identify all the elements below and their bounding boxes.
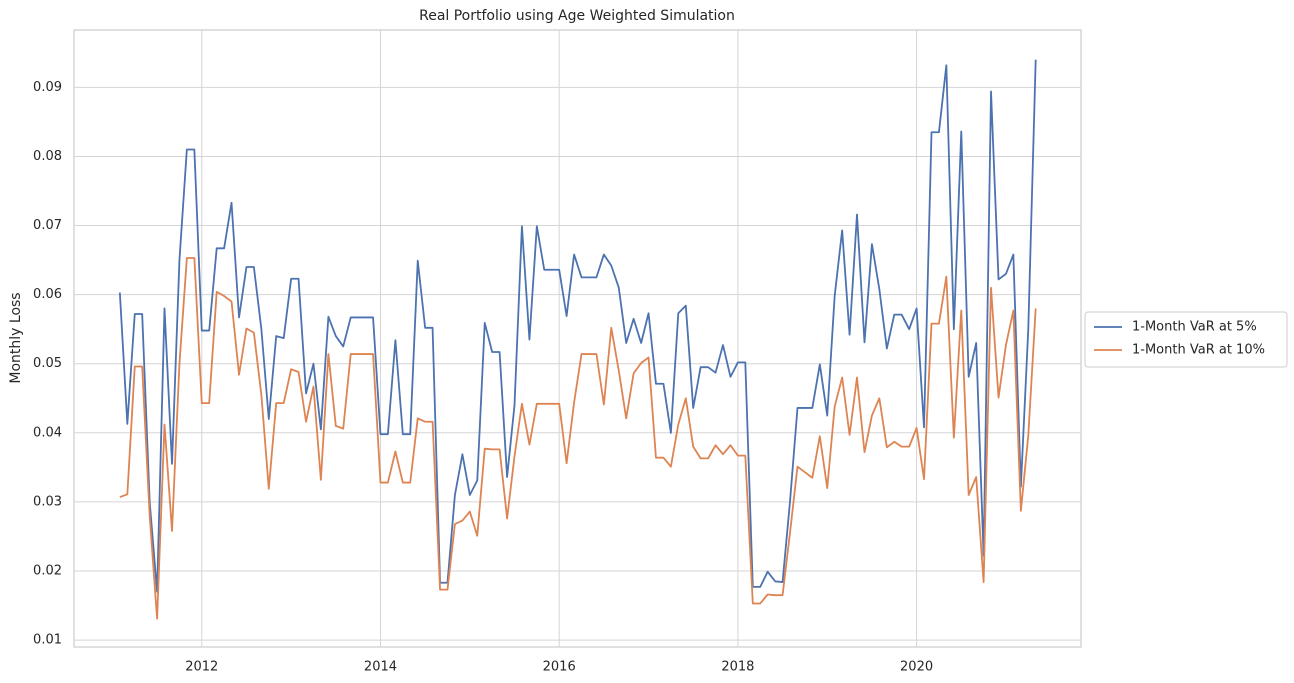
x-tick-label: 2014 xyxy=(364,660,397,675)
y-tick-label: 0.06 xyxy=(33,287,62,302)
x-tick-label: 2018 xyxy=(721,660,754,675)
y-tick-label: 0.08 xyxy=(33,149,62,164)
x-tick-label: 2012 xyxy=(185,660,218,675)
y-tick-label: 0.07 xyxy=(33,218,62,233)
chart-title: Real Portfolio using Age Weighted Simula… xyxy=(419,8,735,24)
y-tick-label: 0.01 xyxy=(33,633,62,648)
y-tick-label: 0.02 xyxy=(33,563,62,578)
plot-frame xyxy=(73,29,1082,648)
y-tick-label: 0.05 xyxy=(33,356,62,371)
y-tick-label: 0.03 xyxy=(33,494,62,509)
x-tick-label: 2020 xyxy=(900,660,933,675)
data-line xyxy=(118,59,1037,593)
y-tick-label: 0.09 xyxy=(33,80,62,95)
legend-box xyxy=(1084,311,1288,368)
x-tick-label: 2016 xyxy=(543,660,576,675)
legend-label: 1-Month VaR at 5% xyxy=(1132,320,1257,335)
data-line xyxy=(119,257,1037,620)
legend-label: 1-Month VaR at 10% xyxy=(1132,343,1265,358)
y-tick-label: 0.04 xyxy=(33,425,62,440)
y-axis-label: Monthly Loss xyxy=(8,292,24,383)
